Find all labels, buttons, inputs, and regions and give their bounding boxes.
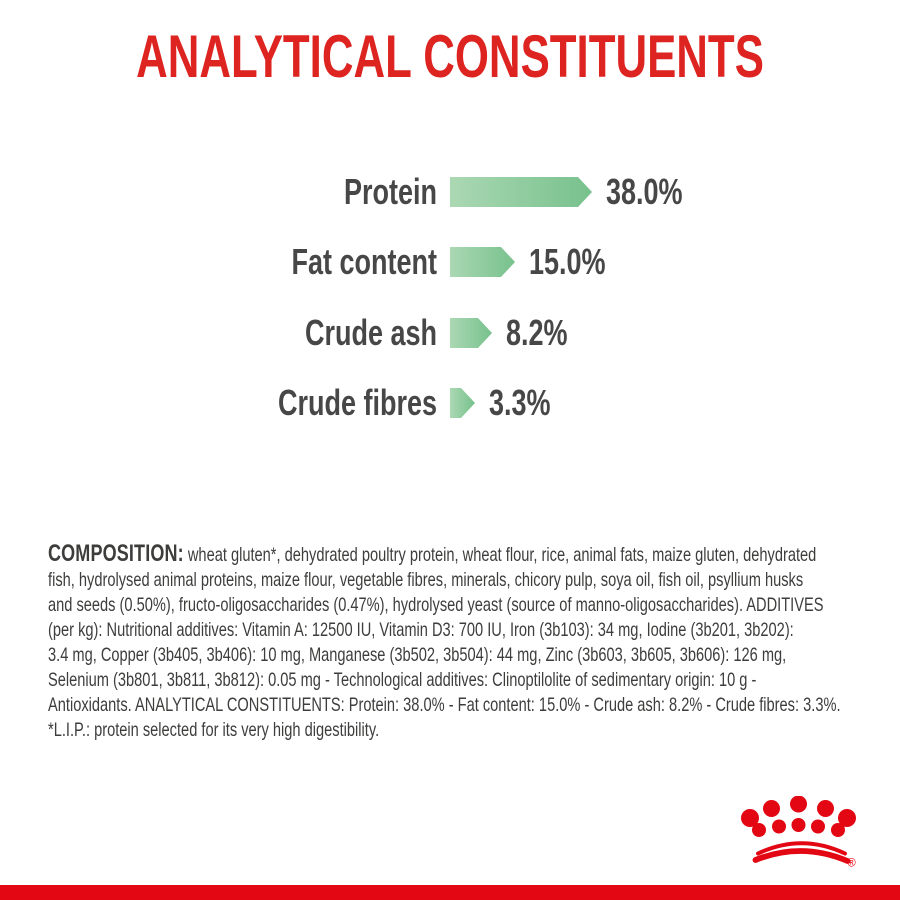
composition-line: (per kg): Nutritional additives: Vitamin… [48, 619, 794, 641]
bottom-red-band [0, 885, 900, 900]
chart-row: Crude ash 8.2% [0, 312, 900, 353]
crown-dot [752, 823, 766, 837]
composition-line: *L.I.P.: protein selected for its very h… [48, 719, 380, 741]
chart-row: Crude fibres 3.3% [0, 382, 900, 423]
crown-dot [741, 809, 759, 827]
bar-arrow [450, 318, 492, 348]
bar-label: Protein [343, 171, 437, 212]
bar-value: 8.2% [506, 312, 568, 353]
crown-dot [791, 818, 806, 832]
chart-row: Protein 38.0% [0, 171, 900, 212]
bar-arrow [450, 177, 592, 207]
crown-dot [811, 819, 825, 834]
composition-line: Antioxidants. ANALYTICAL CONSTITUENTS: P… [48, 694, 841, 716]
composition-line: fish, hydrolysed animal proteins, maize … [48, 569, 804, 591]
bar-label: Crude fibres [277, 382, 437, 423]
registered-trademark-icon: ® [847, 858, 856, 870]
composition-line: and seeds (0.50%), fructo-oligosaccharid… [48, 594, 824, 616]
crown-dot [763, 800, 780, 817]
chart-row: Fat content 15.0% [0, 241, 900, 282]
composition-line: Selenium (3b801, 3b811, 3b812): 0.05 mg … [48, 669, 757, 691]
bar-value: 15.0% [529, 241, 606, 282]
bar-label: Fat content [291, 241, 438, 282]
bar-label: Crude ash [304, 312, 437, 353]
royal-canin-crown-logo: ® [741, 796, 856, 870]
bar-arrow [450, 388, 475, 418]
page-title: ANALYTICAL CONSTITUENTS [136, 23, 764, 90]
crown-dot [790, 796, 807, 813]
crown-dot [838, 809, 856, 827]
composition-line-text: wheat gluten*, dehydrated poultry protei… [187, 544, 817, 566]
composition-heading: COMPOSITION: [48, 540, 184, 567]
bar-arrow [450, 247, 515, 277]
crown-swoosh-upper [756, 841, 847, 856]
composition-line: COMPOSITION: wheat gluten*, dehydrated p… [48, 541, 858, 568]
analytical-constituents-chart: Protein 38.0% Fat content 15.0% Crude ash 8.2… [0, 171, 900, 477]
composition-text: COMPOSITION: wheat gluten*, dehydrated p… [48, 541, 858, 743]
crown-dot [772, 819, 786, 834]
bar-value: 3.3% [489, 382, 551, 423]
composition-line: 3.4 mg, Copper (3b405, 3b406): 10 mg, Ma… [48, 644, 787, 666]
crown-dot [817, 800, 834, 817]
bar-value: 38.0% [606, 171, 683, 212]
crown-swoosh-lower [752, 848, 851, 864]
crown-dot [831, 823, 845, 837]
